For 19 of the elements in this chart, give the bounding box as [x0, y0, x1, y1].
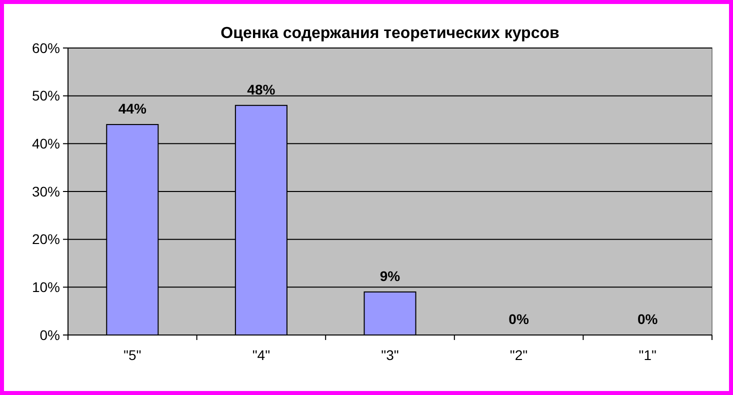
y-tick-label: 30% — [32, 183, 60, 200]
y-tick-label: 50% — [32, 88, 60, 104]
y-tick-label: 0% — [40, 326, 60, 343]
data-label: 0% — [637, 311, 658, 327]
data-label: 48% — [247, 81, 276, 98]
y-tick-label: 60% — [32, 40, 60, 56]
chart-title: Оценка содержания теоретических курсов — [220, 25, 560, 42]
data-label: 44% — [118, 100, 147, 117]
data-label: 9% — [380, 268, 401, 284]
x-tick-label: "5" — [124, 347, 142, 363]
x-tick-label: "4" — [252, 347, 270, 363]
bar — [364, 291, 416, 336]
x-tick-label: "1" — [638, 347, 656, 363]
x-tick-label: "3" — [381, 347, 399, 363]
y-tick-label: 10% — [32, 279, 60, 296]
y-tick-label: 20% — [32, 231, 60, 248]
x-tick-label: "2" — [510, 347, 528, 363]
data-label: 0% — [508, 311, 530, 327]
y-tick-label: 40% — [32, 136, 60, 152]
